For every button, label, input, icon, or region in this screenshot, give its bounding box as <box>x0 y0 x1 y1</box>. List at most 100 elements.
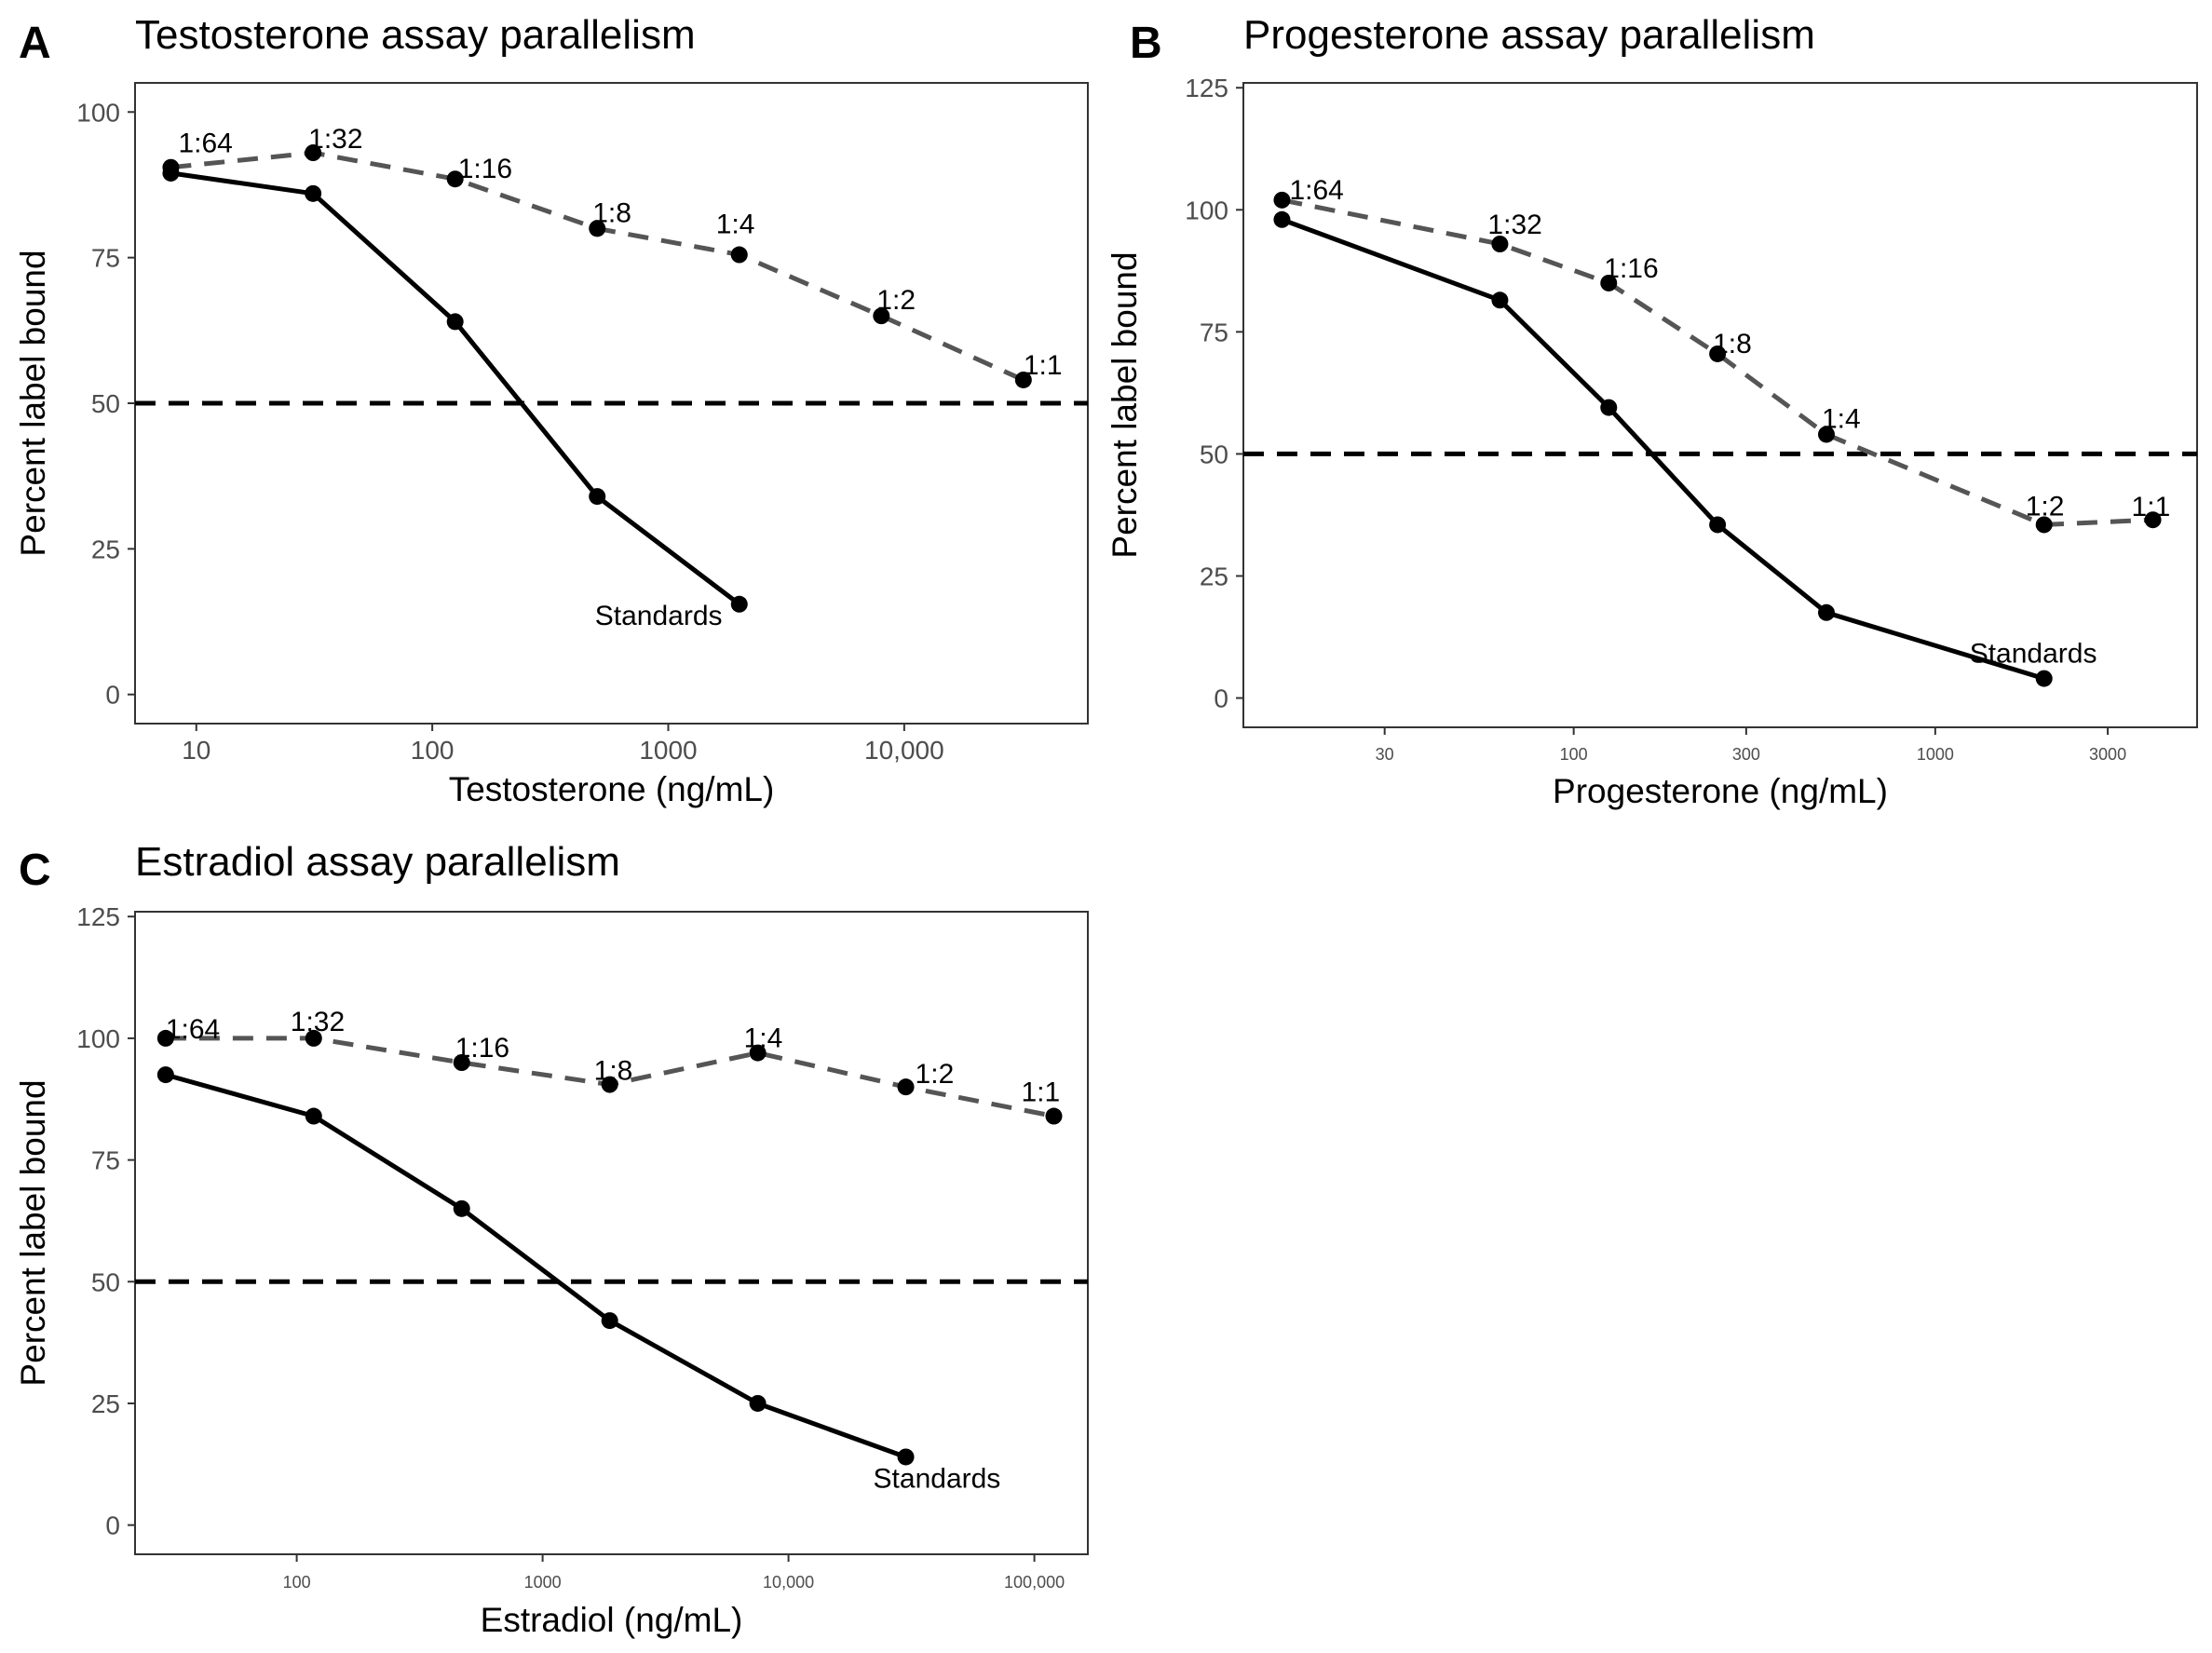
y-tick-label: 0 <box>105 681 120 710</box>
data-point <box>2144 511 2162 529</box>
x-tick-label: 1000 <box>1917 745 1954 764</box>
x-tick-label: 10 <box>182 736 210 765</box>
data-point <box>589 488 606 506</box>
data-point <box>730 246 748 264</box>
point-label: 1:2 <box>876 285 916 316</box>
standards-series-line <box>165 1072 907 1459</box>
data-point <box>305 1029 322 1047</box>
point-label: 1:8 <box>1713 329 1752 359</box>
data-point <box>749 1044 767 1062</box>
chart-panel-c: C Estradiol assay parallelism 0 25 50 75 100 12… <box>14 839 1089 1639</box>
x-tick-label: 30 <box>1376 745 1394 764</box>
x-tick-label: 100 <box>411 736 455 765</box>
x-tick-label: 100,000 <box>1004 1573 1065 1592</box>
x-tick-label: 10,000 <box>763 1573 814 1592</box>
panel-title: Estradiol assay parallelism <box>135 839 620 885</box>
y-tick-label: 50 <box>91 1267 120 1296</box>
point-label: Standards <box>595 601 723 631</box>
x-tick-label: 100 <box>1560 745 1588 764</box>
data-point <box>305 1107 322 1125</box>
panel-letter: A <box>19 19 51 68</box>
x-axis-title: Estradiol (ng/mL) <box>481 1601 743 1639</box>
y-tick-label: 50 <box>91 389 120 418</box>
point-label: 1:1 <box>1021 1077 1060 1108</box>
y-tick-label: 25 <box>91 535 120 563</box>
plot-frame <box>1242 82 2198 728</box>
point-label: 1:4 <box>744 1023 783 1054</box>
point-label: 1:8 <box>594 1056 633 1087</box>
data-point <box>1273 191 1291 209</box>
point-label: 1:4 <box>1822 403 1861 434</box>
point-label: 1:64 <box>1289 175 1343 206</box>
standards-series-line <box>170 170 741 606</box>
point-label: Standards <box>1970 639 2097 670</box>
data-point <box>589 220 606 237</box>
y-tick-label: 75 <box>91 244 120 273</box>
panel-title: Testosterone assay parallelism <box>135 12 696 58</box>
point-label: 1:32 <box>1487 210 1541 240</box>
y-tick-label: 25 <box>1200 562 1228 590</box>
data-point <box>156 1029 174 1047</box>
y-tick-label: 100 <box>76 98 120 127</box>
data-point <box>305 184 322 202</box>
y-tick-label: 0 <box>1214 684 1228 713</box>
data-point <box>749 1394 767 1412</box>
data-point <box>897 1448 915 1466</box>
x-tick-label: 300 <box>1732 745 1760 764</box>
data-point <box>1491 236 1509 252</box>
point-label: 1:16 <box>455 1033 509 1064</box>
data-point <box>305 144 322 162</box>
x-tick-label: 3000 <box>2089 745 2126 764</box>
point-label: Standards <box>874 1463 1001 1494</box>
plot-frame <box>134 911 1089 1555</box>
data-point <box>453 1054 470 1072</box>
point-label: 1:8 <box>592 197 631 228</box>
y-tick-label: 0 <box>105 1511 120 1540</box>
point-label: 1:64 <box>166 1014 220 1045</box>
x-tick-label: 100 <box>283 1573 311 1592</box>
chart-panel-b: B Progesterone assay parallelism 0 25 50 75 10… <box>1106 12 2198 810</box>
y-tick-label: 100 <box>1185 196 1228 224</box>
y-axis-title: Percent label bound <box>14 250 52 556</box>
data-point <box>873 307 890 325</box>
data-point <box>1014 371 1032 388</box>
data-point <box>1817 603 1835 621</box>
y-tick-label: 75 <box>91 1146 120 1175</box>
y-tick-label: 125 <box>76 902 120 931</box>
point-label: 1:32 <box>308 124 362 155</box>
data-point <box>730 595 748 613</box>
panel-title: Progesterone assay parallelism <box>1243 12 1815 58</box>
data-point <box>1600 274 1618 291</box>
dilution-series-line <box>170 150 1025 383</box>
x-tick-label: 1000 <box>639 736 697 765</box>
y-tick-label: 100 <box>76 1024 120 1053</box>
panel-letter: B <box>1130 19 1162 68</box>
data-point <box>1045 1107 1063 1125</box>
point-label: 1:2 <box>916 1059 955 1090</box>
x-tick-label: 10,000 <box>864 736 944 765</box>
dilution-series-line <box>1281 197 2153 527</box>
y-tick-label: 25 <box>91 1389 120 1418</box>
data-point <box>1709 345 1727 362</box>
x-axis-title: Progesterone (ng/mL) <box>1553 772 1888 810</box>
data-point <box>162 158 180 176</box>
x-axis-title: Testosterone (ng/mL) <box>449 770 775 808</box>
data-point <box>1600 399 1618 416</box>
y-tick-label: 125 <box>1185 74 1228 102</box>
data-point <box>1491 291 1509 309</box>
point-label: 1:2 <box>2026 491 2065 522</box>
data-point <box>446 313 464 331</box>
data-point <box>897 1078 915 1096</box>
data-point <box>601 1312 618 1330</box>
y-tick-label: 50 <box>1200 440 1228 468</box>
point-label: 1:1 <box>2132 492 2171 522</box>
standards-series-line <box>1281 217 2045 681</box>
data-point <box>2035 670 2053 687</box>
data-point <box>1273 210 1291 228</box>
y-axis-title: Percent label bound <box>1106 251 1144 558</box>
x-tick-label: 1000 <box>524 1573 562 1592</box>
y-axis-title: Percent label bound <box>14 1079 52 1386</box>
point-label: 1:4 <box>716 210 755 240</box>
data-point <box>1709 516 1727 534</box>
